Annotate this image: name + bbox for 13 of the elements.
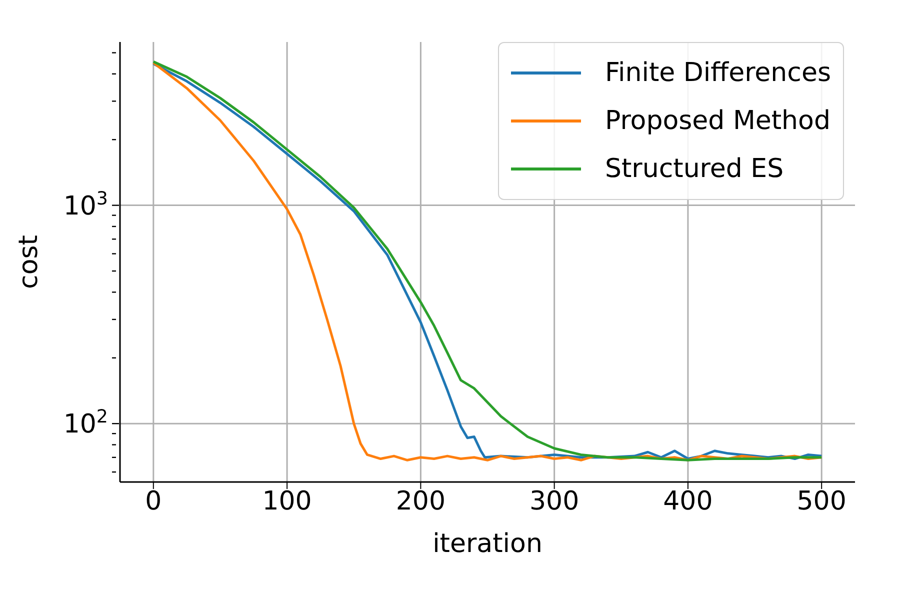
y-tick-label: 10$^{3}$ <box>63 188 108 222</box>
legend-label: Structured ES <box>604 154 784 184</box>
x-tick-label: 500 <box>796 486 846 516</box>
x-tick-label: 400 <box>663 486 713 516</box>
legend-label: Proposed Method <box>604 106 830 136</box>
x-tick-label: 0 <box>145 486 162 516</box>
legend-label: Finite Differences <box>604 58 831 88</box>
x-axis-title: iteration <box>432 529 542 559</box>
x-tick-label: 300 <box>530 486 580 516</box>
y-axis-title: cost <box>14 235 44 289</box>
y-tick-label: 10$^{2}$ <box>63 406 108 440</box>
x-tick-label: 200 <box>396 486 446 516</box>
x-tick-label: 100 <box>262 486 312 516</box>
